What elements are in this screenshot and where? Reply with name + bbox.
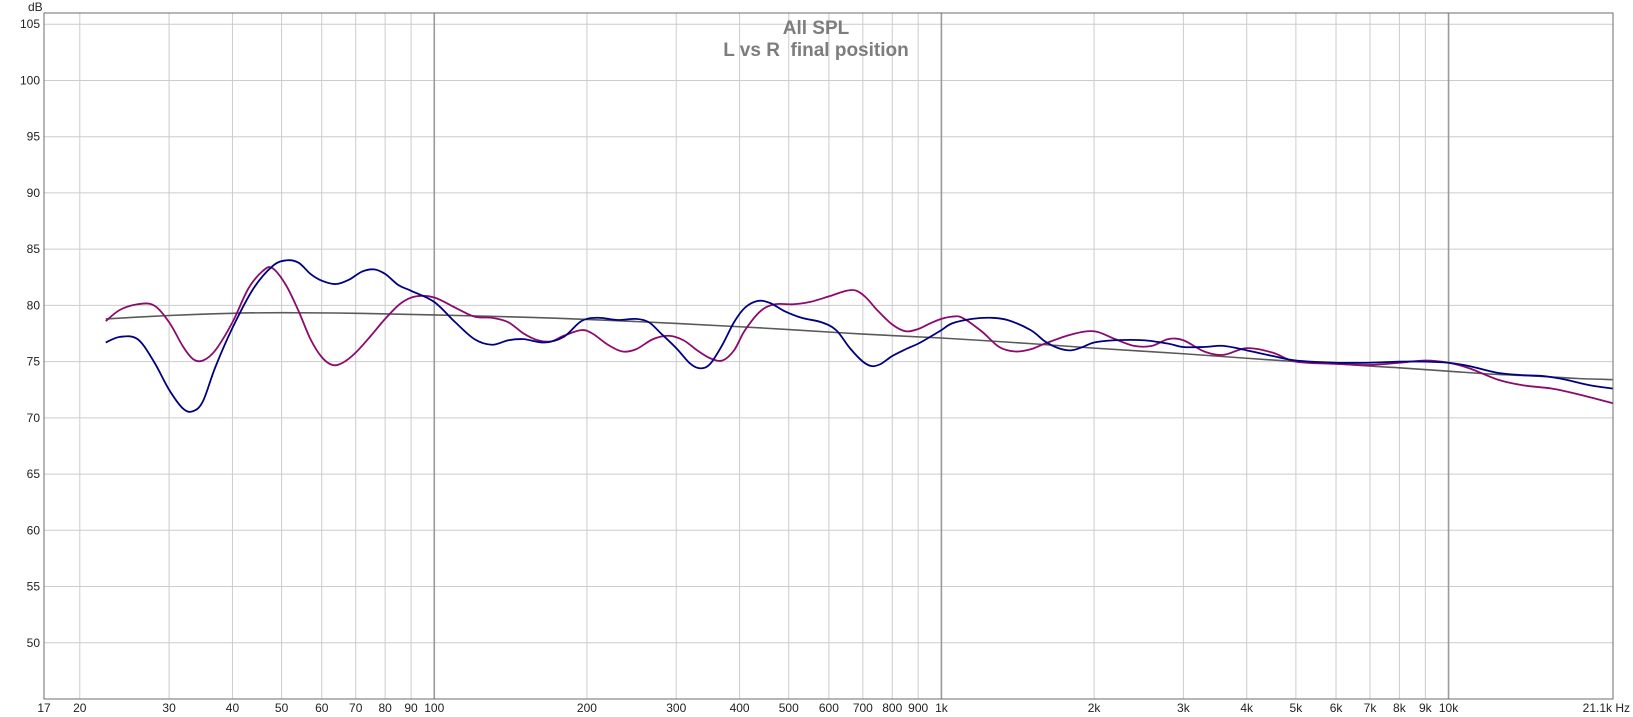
x-tick-label: 20 — [73, 701, 87, 715]
chart-title: All SPL — [783, 18, 850, 39]
x-tick-label: 10k — [1439, 701, 1459, 715]
x-tick-label: 17 — [37, 701, 51, 715]
x-tick-label: 5k — [1290, 701, 1304, 715]
y-axis-label: dB — [28, 0, 43, 14]
x-axis-ticks: 17 20 30 40 50 60 70 80 90 100 200 300 400 500 600 700 8… — [37, 701, 1630, 715]
x-tick-label: 2k — [1088, 701, 1102, 715]
x-tick-label: 7k — [1364, 701, 1378, 715]
x-tick-label: 200 — [577, 701, 597, 715]
x-tick-label: 4k — [1240, 701, 1254, 715]
y-tick-label: 55 — [27, 580, 41, 594]
x-tick-label: 400 — [730, 701, 750, 715]
x-tick-label: 70 — [349, 701, 363, 715]
series-curves — [105, 259, 1614, 413]
x-tick-label: 100 — [424, 701, 444, 715]
x-tick-label: 3k — [1177, 701, 1191, 715]
x-tick-label: 300 — [666, 701, 686, 715]
y-tick-label: 70 — [27, 411, 41, 425]
x-tick-label: 21.1k Hz — [1583, 701, 1630, 715]
x-tick-label: 80 — [378, 701, 392, 715]
y-tick-label: 90 — [27, 186, 41, 200]
y-tick-label: 50 — [27, 636, 41, 650]
x-tick-label: 700 — [853, 701, 873, 715]
x-tick-label: 900 — [908, 701, 928, 715]
y-tick-label: 75 — [27, 355, 41, 369]
x-tick-label: 40 — [226, 701, 240, 715]
y-tick-label: 85 — [27, 242, 41, 256]
chart-subtitle: L vs R final position — [723, 40, 908, 61]
x-tick-label: 1k — [935, 701, 949, 715]
x-tick-label: 9k — [1419, 701, 1433, 715]
series-line-2 — [105, 266, 1614, 405]
grid-lines — [43, 13, 1614, 699]
series-line-1 — [105, 259, 1614, 413]
y-tick-label: 80 — [27, 298, 41, 312]
plot-frame — [43, 12, 1614, 700]
series-line-3 — [105, 311, 1614, 381]
x-tick-label: 50 — [275, 701, 289, 715]
y-tick-label: 105 — [20, 17, 40, 31]
y-tick-label: 100 — [20, 73, 40, 87]
y-axis-ticks: 105 100 95 90 85 80 75 70 65 60 55 50 — [20, 17, 40, 650]
y-tick-label: 65 — [27, 467, 41, 481]
x-tick-label: 8k — [1393, 701, 1407, 715]
x-tick-label: 500 — [779, 701, 799, 715]
x-tick-label: 600 — [819, 701, 839, 715]
y-tick-label: 60 — [27, 523, 41, 537]
x-tick-label: 30 — [162, 701, 176, 715]
x-tick-label: 6k — [1330, 701, 1344, 715]
x-tick-label: 60 — [315, 701, 329, 715]
x-tick-label: 90 — [404, 701, 418, 715]
y-tick-label: 95 — [27, 130, 41, 144]
x-tick-label: 800 — [882, 701, 902, 715]
